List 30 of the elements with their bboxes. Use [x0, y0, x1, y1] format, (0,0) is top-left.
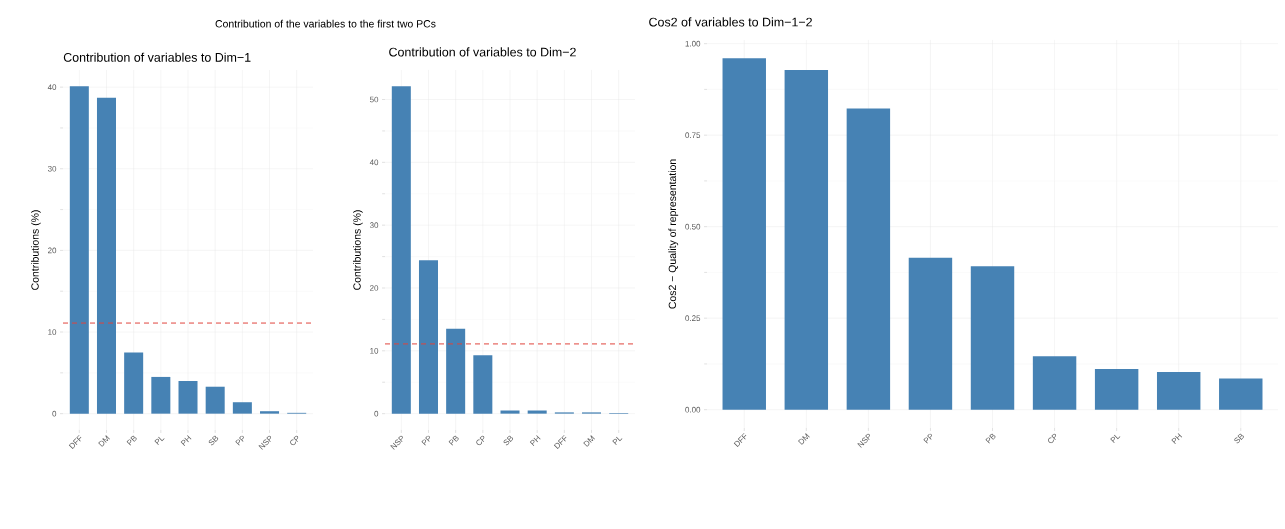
bar [418, 260, 438, 414]
bar [446, 328, 466, 414]
chart-title: Cos2 of variables to Dim−1−2 [649, 17, 812, 27]
bar [500, 410, 520, 414]
bar [1156, 371, 1201, 410]
bar [784, 70, 829, 410]
y-axis-title: Contributions (%) [31, 210, 41, 290]
chart-title: Contribution of the variables to the first two PCs [215, 19, 436, 28]
bar [473, 355, 493, 414]
bar [205, 386, 225, 414]
bar [124, 352, 144, 414]
bar [391, 86, 411, 414]
bar [722, 58, 766, 410]
bar [1219, 378, 1263, 410]
chart-subtitle: Contribution of variables to Dim−1 [63, 52, 251, 62]
bar [1032, 356, 1077, 410]
bar [232, 402, 252, 414]
y-axis-title: Contributions (%) [353, 210, 363, 290]
bar [151, 376, 171, 414]
chart-title: Contribution of variables to Dim−2 [389, 47, 576, 57]
bar [178, 381, 198, 414]
bar [1094, 369, 1139, 410]
bar [260, 411, 280, 414]
bar [527, 410, 547, 414]
bar [846, 108, 891, 410]
bar [96, 97, 116, 414]
bar [970, 266, 1015, 410]
bar [908, 257, 953, 410]
bar [69, 86, 89, 414]
y-axis-title: Cos2 − Quality of representation [668, 159, 679, 309]
